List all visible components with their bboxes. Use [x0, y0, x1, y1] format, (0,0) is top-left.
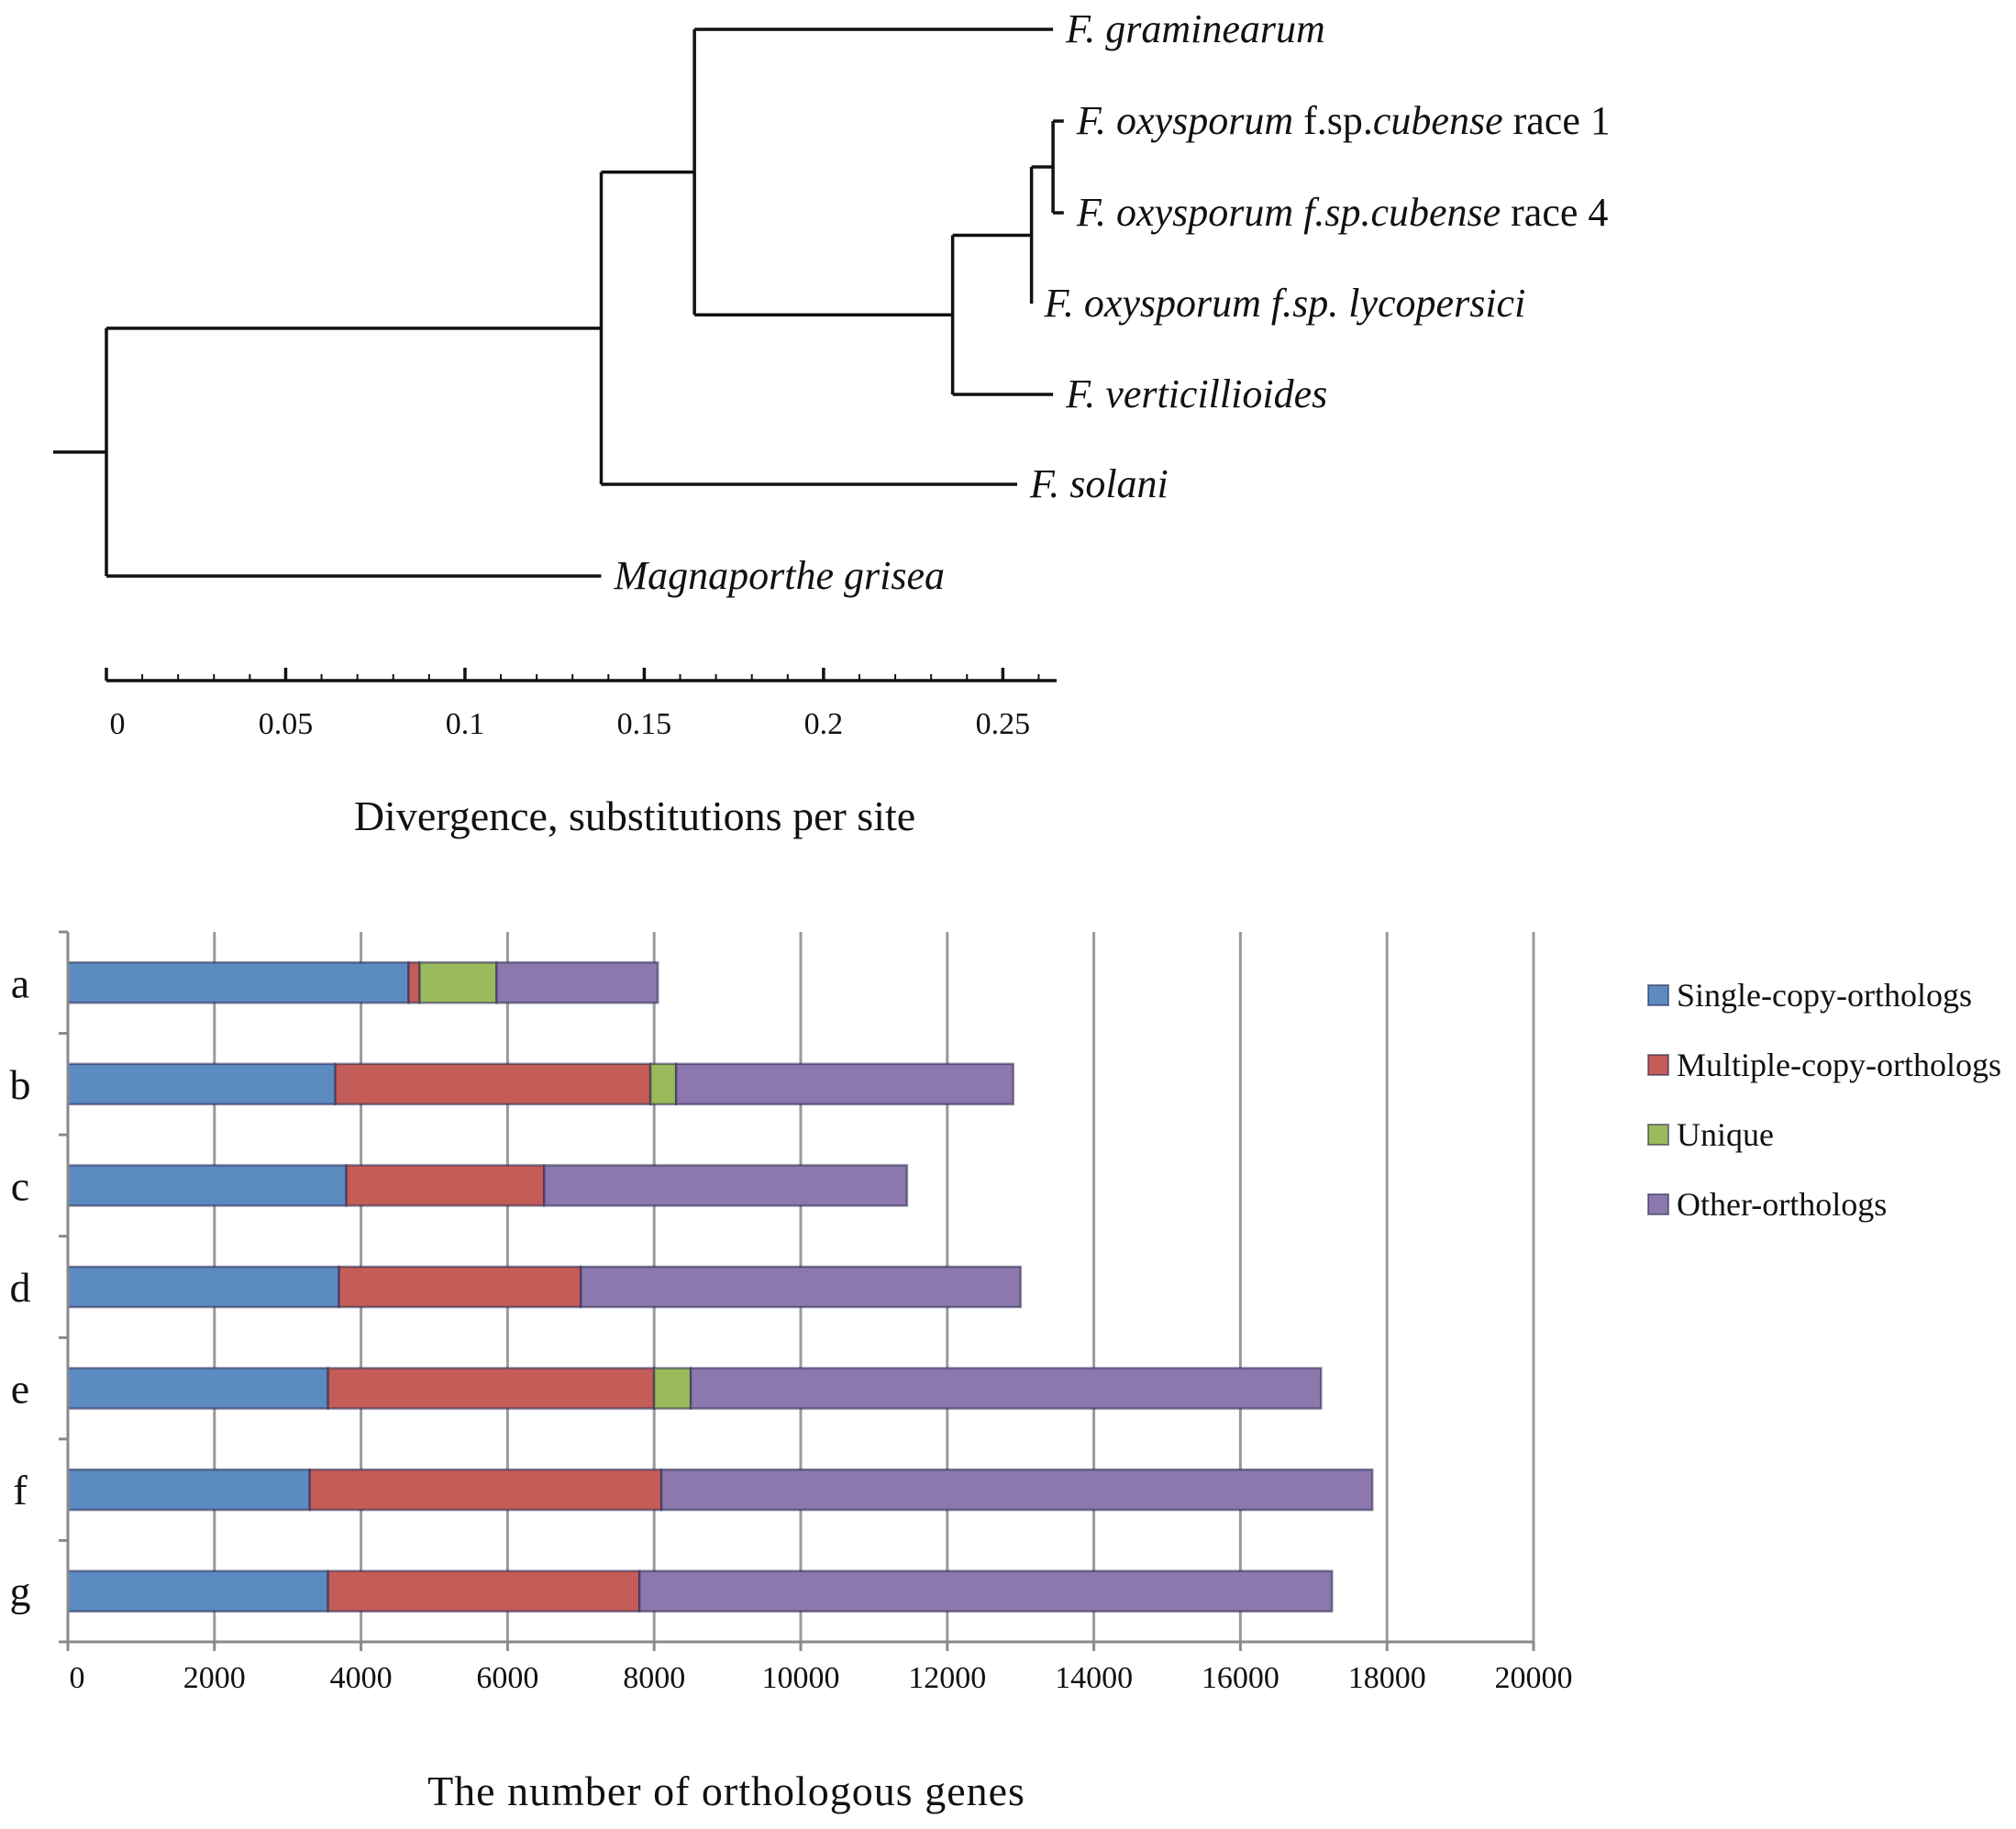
bar-e-multiple-copy-orthologs: [327, 1367, 656, 1410]
tree-leaf-label-part: race 4: [1501, 190, 1608, 235]
bar-x-tick-label: 14000: [1055, 1661, 1133, 1695]
bar-x-tick-label: 0: [70, 1661, 85, 1695]
divergence-tick-label: 0.1: [446, 707, 485, 741]
bar-a-single-copy-orthologs: [66, 961, 410, 1004]
divergence-tick-label: 0.15: [617, 707, 672, 741]
legend-label-multiple-copy-orthologs: Multiple-copy-orthologs: [1677, 1047, 2001, 1083]
bar-x-tick-label: 18000: [1348, 1661, 1426, 1695]
bar-e-unique: [652, 1367, 692, 1410]
bar-category-label-f: f: [13, 1467, 28, 1513]
tree-leaf-labels: F. graminearum F. oxysporum f.sp.cubense …: [614, 6, 1611, 598]
tree-leaf-label-part: F. graminearum: [1065, 6, 1325, 51]
bar-f-multiple-copy-orthologs: [308, 1468, 663, 1512]
tree-leaf-label-part: F. oxysporum f.sp. lycopersici: [1044, 281, 1526, 326]
bar-c-single-copy-orthologs: [66, 1164, 348, 1207]
divergence-tick-label: 0.25: [976, 707, 1031, 741]
bar-x-tick-label: 8000: [623, 1661, 685, 1695]
tree-leaf-f-oxysporum-f-sp-cubense-race-1: F. oxysporum f.sp.cubense race 1: [1076, 98, 1611, 143]
bar-x-tick-label: 4000: [330, 1661, 393, 1695]
bar-x-tick-label: 10000: [762, 1661, 840, 1695]
divergence-axis-title: Divergence, substitutions per site: [354, 793, 915, 839]
divergence-axis: 0 0.05 0.1 0.15 0.2 0.25: [105, 668, 1057, 741]
divergence-tick-label: 0.2: [804, 707, 844, 741]
tree-leaf-f-oxysporum-f-sp-lycopersici: F. oxysporum f.sp. lycopersici: [1044, 281, 1526, 326]
bar-b-single-copy-orthologs: [66, 1062, 337, 1106]
tree-leaf-f-verticillioides: F. verticillioides: [1065, 371, 1327, 416]
bar-category-label-b: b: [10, 1061, 31, 1108]
legend-label-other-orthologs: Other-orthologs: [1677, 1186, 1887, 1223]
legend-swatch-unique: [1647, 1124, 1669, 1146]
tree-leaf-label-part: f.sp.: [1293, 98, 1373, 143]
bar-category-label-e: e: [11, 1366, 29, 1413]
bar-b-other-orthologs: [674, 1062, 1014, 1106]
bar-d-other-orthologs: [580, 1265, 1022, 1309]
tree-leaf-label-part: F. oxysporum f.sp.cubense: [1076, 190, 1501, 235]
tree-leaf-label-part: F. verticillioides: [1065, 371, 1327, 416]
tree-leaf-label-part: cubense: [1373, 98, 1503, 143]
bar-chart-x-axis-title: The number of orthologous genes: [427, 1768, 1025, 1814]
bar-chart-axes: 0 2000 4000 6000 8000 10000 12000 14000 16000 180…: [10, 930, 1573, 1695]
bar-a-multiple-copy-orthologs: [407, 961, 421, 1004]
bar-g-multiple-copy-orthologs: [327, 1569, 641, 1613]
bar-d-multiple-copy-orthologs: [338, 1265, 582, 1309]
bar-a-other-orthologs: [495, 961, 659, 1004]
ortholog-bar-chart: 0 2000 4000 6000 8000 10000 12000 14000 16000 180…: [10, 930, 2001, 1814]
bar-x-tick-label: 2000: [183, 1661, 246, 1695]
tree-leaf-label-part: F. solani: [1029, 461, 1169, 506]
tree-leaf-f-solani: F. solani: [1029, 461, 1169, 506]
bar-category-label-a: a: [11, 959, 29, 1006]
bar-category-label-c: c: [11, 1162, 29, 1209]
divergence-tick-label: 0.05: [259, 707, 314, 741]
bar-b-multiple-copy-orthologs: [334, 1062, 652, 1106]
phylogenetic-tree: F. graminearum F. oxysporum f.sp.cubense …: [53, 6, 1611, 839]
bar-x-tick-label: 6000: [476, 1661, 538, 1695]
tree-leaf-label-part: race 1: [1503, 98, 1611, 143]
legend-swatch-multiple-copy-orthologs: [1647, 1054, 1669, 1076]
bar-f-other-orthologs: [659, 1468, 1374, 1512]
tree-leaf-label-part: F. oxysporum: [1076, 98, 1293, 143]
bar-x-tick-label: 12000: [908, 1661, 986, 1695]
legend-label-unique: Unique: [1677, 1116, 1774, 1153]
legend-label-single-copy-orthologs: Single-copy-orthologs: [1677, 977, 1972, 1014]
tree-leaf-magnaporthe-grisea: Magnaporthe grisea: [614, 553, 946, 598]
bar-chart-legend: Single-copy-orthologs Multiple-copy-ortho…: [1647, 977, 2001, 1223]
bar-category-label-d: d: [10, 1264, 31, 1311]
bar-x-tick-label: 20000: [1495, 1661, 1573, 1695]
legend-swatch-single-copy-orthologs: [1647, 984, 1669, 1006]
bar-g-single-copy-orthologs: [66, 1569, 329, 1613]
bar-e-single-copy-orthologs: [66, 1367, 329, 1410]
bar-x-tick-label: 16000: [1202, 1661, 1279, 1695]
bar-category-label-g: g: [10, 1569, 31, 1615]
legend-swatch-other-orthologs: [1647, 1193, 1669, 1215]
bar-f-single-copy-orthologs: [66, 1468, 311, 1512]
bar-d-single-copy-orthologs: [66, 1265, 340, 1309]
bar-a-unique: [418, 961, 498, 1004]
bar-c-multiple-copy-orthologs: [345, 1164, 546, 1207]
bar-chart-bars: [66, 961, 1374, 1613]
tree-leaf-f-oxysporum-f-sp-cubense-race-4: F. oxysporum f.sp.cubense race 4: [1076, 190, 1609, 235]
bar-g-other-orthologs: [637, 1569, 1334, 1613]
bar-c-other-orthologs: [543, 1164, 909, 1207]
tree-leaf-label-part: Magnaporthe grisea: [614, 553, 946, 598]
tree-branches: [53, 28, 1064, 578]
bar-b-unique: [648, 1062, 678, 1106]
divergence-tick-label: 0: [110, 707, 126, 741]
tree-leaf-f-graminearum: F. graminearum: [1065, 6, 1325, 51]
bar-e-other-orthologs: [689, 1367, 1323, 1410]
